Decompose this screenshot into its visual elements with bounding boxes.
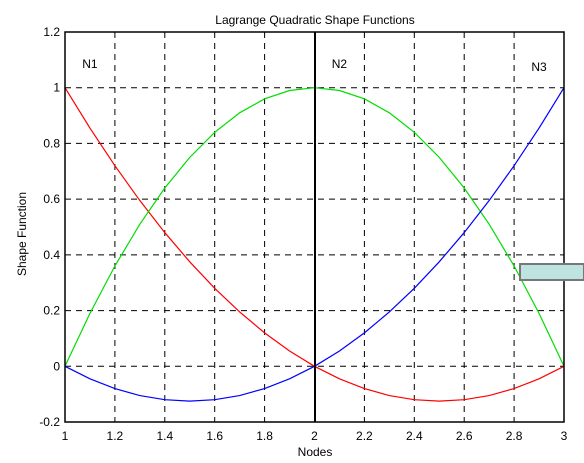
x-tick-label: 2.6 xyxy=(456,429,473,443)
x-tick-label: 3 xyxy=(561,429,568,443)
plot-frame xyxy=(64,31,565,423)
y-axis-label: Shape Function xyxy=(15,192,29,276)
y-tick-label: 0.6 xyxy=(43,192,60,206)
x-tick-label: 2.2 xyxy=(356,429,373,443)
x-tick-label: 1.8 xyxy=(256,429,273,443)
curve-label-n2: N2 xyxy=(332,57,348,71)
x-tick-label: 1.4 xyxy=(156,429,173,443)
y-tick-label: 1.2 xyxy=(43,25,60,39)
x-tick-label: 2.4 xyxy=(406,429,423,443)
x-tick-label: 1.6 xyxy=(206,429,223,443)
curve-label-n1: N1 xyxy=(82,57,98,71)
curve-label-n3: N3 xyxy=(531,60,547,74)
y-tick-label: -0.2 xyxy=(39,415,60,429)
chart-title: Lagrange Quadratic Shape Functions xyxy=(215,13,414,27)
curve-labels: N1 N2 N3 xyxy=(82,57,547,74)
x-tick-label: 2 xyxy=(311,429,318,443)
y-tick-label: 0 xyxy=(53,359,60,373)
y-tick-labels: -0.2 0 0.2 0.4 0.6 0.8 1 1.2 xyxy=(39,25,60,429)
y-tick-label: 0.2 xyxy=(43,304,60,318)
x-axis-label: Nodes xyxy=(298,445,333,459)
arrow-icon xyxy=(519,263,584,281)
x-tick-label: 2.8 xyxy=(506,429,523,443)
x-tick-label: 1.2 xyxy=(107,429,124,443)
x-tick-labels: 1 1.2 1.4 1.6 1.8 2 2.2 2.4 2.6 2.8 3 xyxy=(62,429,568,443)
y-tick-label: 1 xyxy=(53,81,60,95)
y-tick-label: 0.8 xyxy=(43,136,60,150)
x-tick-label: 1 xyxy=(62,429,69,443)
y-tick-label: 0.4 xyxy=(43,248,60,262)
